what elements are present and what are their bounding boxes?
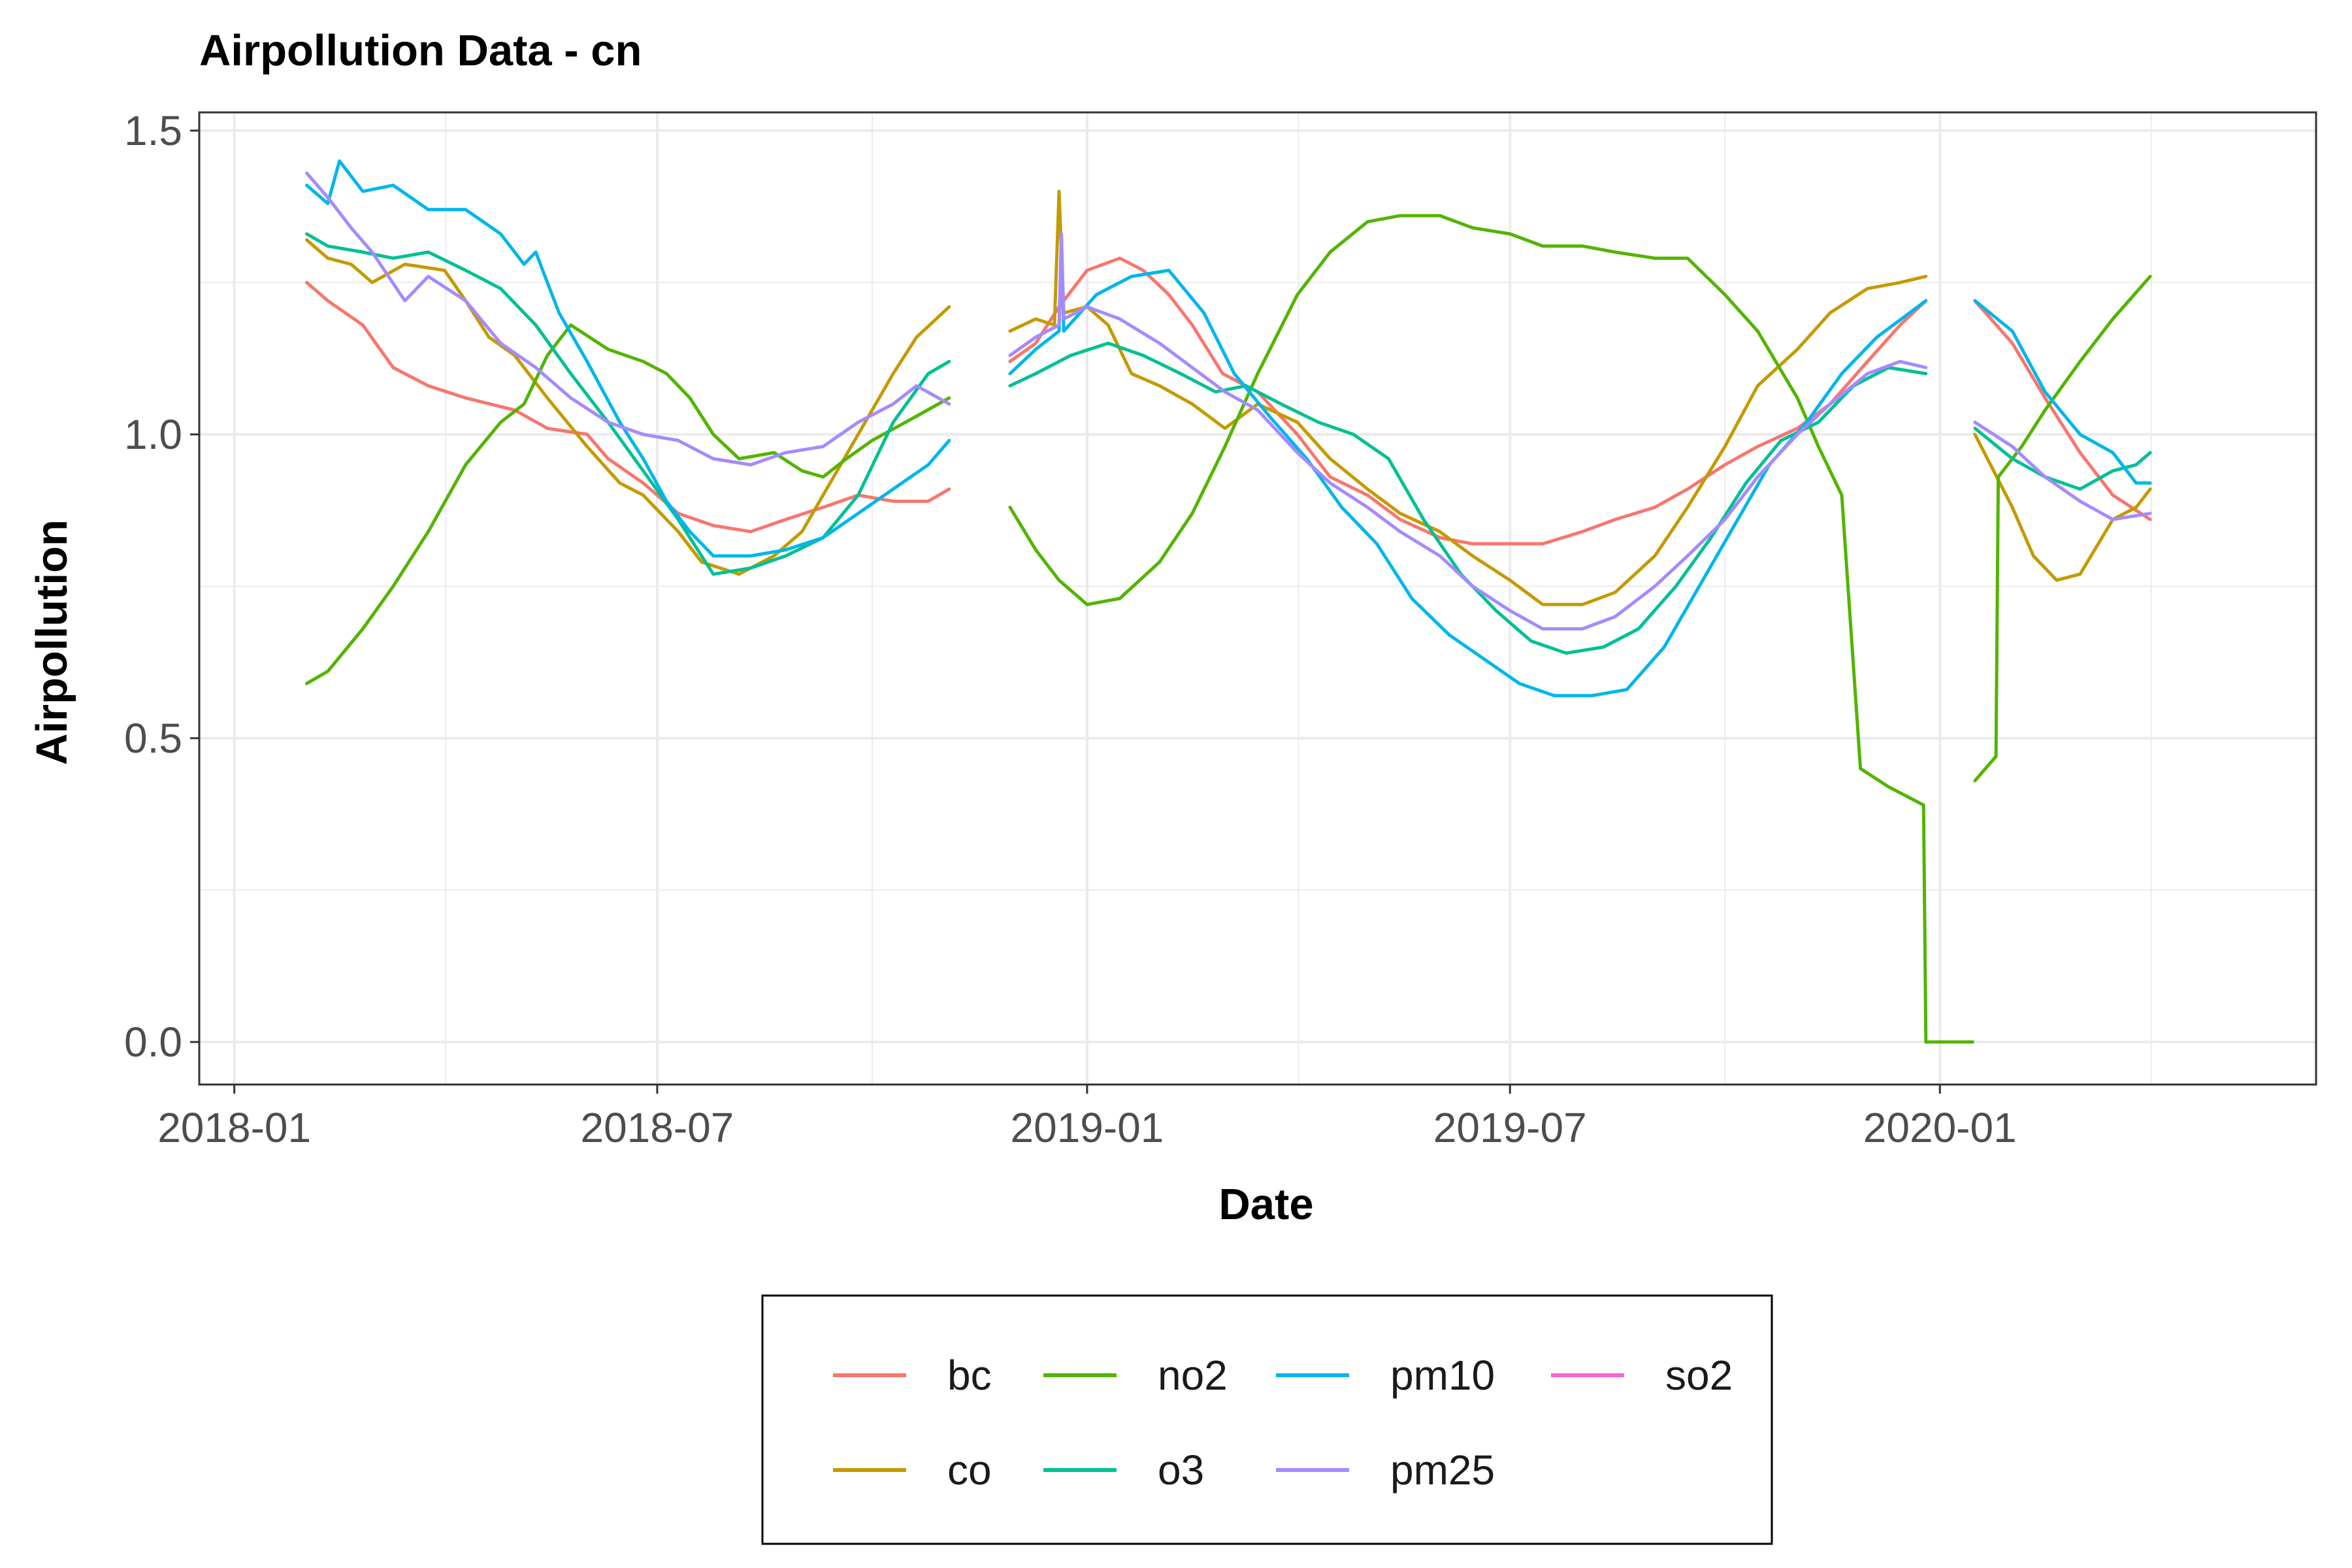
legend-label-no2: no2 bbox=[1158, 1352, 1228, 1399]
series-line-no2 bbox=[305, 323, 951, 685]
series-line-co bbox=[305, 238, 951, 576]
series-line-pm25 bbox=[1008, 232, 1928, 630]
panel-border bbox=[198, 111, 2317, 1086]
x-axis: 2018-01 2018-07 2019-01 2019-07 2020-01 bbox=[157, 1085, 2017, 1151]
panel-background bbox=[199, 112, 2316, 1085]
y-tick-label: 0.5 bbox=[124, 715, 182, 762]
y-tick-label: 1.5 bbox=[124, 107, 182, 154]
series-line-no2 bbox=[1973, 274, 2152, 783]
legend-label-co: co bbox=[947, 1446, 992, 1494]
x-tick-label: 2019-07 bbox=[1433, 1104, 1587, 1151]
series-line-co bbox=[1973, 433, 2152, 582]
minor-gridlines bbox=[199, 112, 2316, 1085]
x-axis-title: Date bbox=[1218, 1180, 1313, 1229]
y-axis: 0.0 0.5 1.0 1.5 bbox=[124, 107, 199, 1066]
series-line-o3 bbox=[305, 232, 951, 576]
chart-title: Airpollution Data - cn bbox=[199, 26, 642, 75]
series-line-pm10 bbox=[1973, 299, 2152, 485]
legend-box bbox=[761, 1294, 1773, 1545]
series-line-bc bbox=[305, 280, 951, 534]
series-lines bbox=[305, 159, 2152, 1044]
series-line-pm25 bbox=[1973, 420, 2152, 521]
legend-label-pm10: pm10 bbox=[1390, 1352, 1495, 1399]
x-tick-label: 2019-01 bbox=[1011, 1104, 1164, 1151]
legend-label-pm25: pm25 bbox=[1390, 1446, 1495, 1494]
y-tick-label: 1.0 bbox=[124, 411, 182, 458]
series-line-bc bbox=[1973, 299, 2152, 521]
y-axis-title: Airpollution bbox=[27, 519, 76, 765]
series-line-pm10 bbox=[305, 159, 951, 558]
y-tick-label: 0.0 bbox=[124, 1019, 182, 1066]
series-line-bc bbox=[1008, 256, 1928, 546]
x-tick-label: 2018-07 bbox=[580, 1104, 734, 1151]
legend: bc co no2 o3 pm10 pm25 so2 bbox=[761, 1294, 1773, 1545]
plot-panel bbox=[198, 111, 2317, 1086]
series-line-no2 bbox=[1008, 214, 1974, 1044]
x-tick-label: 2018-01 bbox=[157, 1104, 311, 1151]
series-line-pm25 bbox=[305, 171, 951, 466]
x-tick-label: 2020-01 bbox=[1863, 1104, 2017, 1151]
legend-label-o3: o3 bbox=[1158, 1446, 1204, 1494]
series-line-o3 bbox=[1973, 427, 2152, 491]
legend-label-so2: so2 bbox=[1665, 1352, 1733, 1399]
legend-label-bc: bc bbox=[947, 1352, 992, 1399]
